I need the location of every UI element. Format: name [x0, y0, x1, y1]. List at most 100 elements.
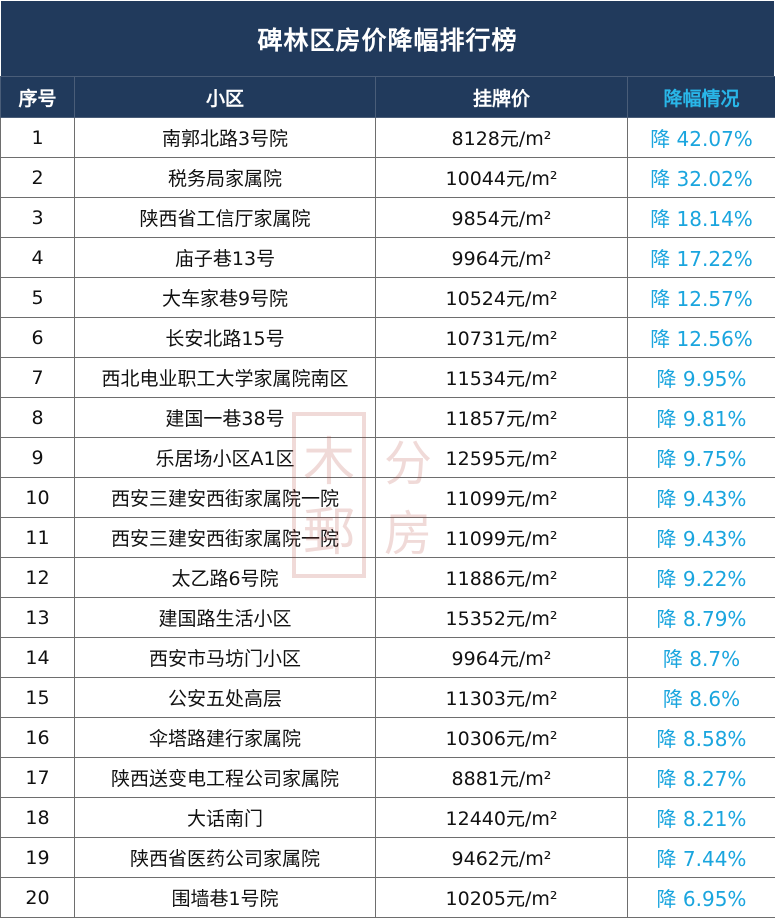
drop-cell: 降 8.6%	[628, 678, 775, 718]
price-cell: 12595元/m²	[376, 438, 628, 478]
drop-cell: 降 9.43%	[628, 478, 775, 518]
column-header-price: 挂牌价	[376, 77, 628, 118]
community-cell: 建国路生活小区	[75, 598, 376, 638]
drop-cell: 降 9.43%	[628, 518, 775, 558]
rank-cell: 18	[1, 798, 75, 838]
community-cell: 西安三建安西街家属院一院	[75, 518, 376, 558]
drop-cell: 降 42.07%	[628, 118, 775, 158]
community-cell: 围墙巷1号院	[75, 878, 376, 918]
community-cell: 大话南门	[75, 798, 376, 838]
price-cell: 9854元/m²	[376, 198, 628, 238]
community-cell: 南郭北路3号院	[75, 118, 376, 158]
price-cell: 10306元/m²	[376, 718, 628, 758]
price-cell: 9964元/m²	[376, 238, 628, 278]
drop-cell: 降 32.02%	[628, 158, 775, 198]
rank-cell: 17	[1, 758, 75, 798]
price-cell: 10205元/m²	[376, 878, 628, 918]
drop-cell: 降 18.14%	[628, 198, 775, 238]
community-cell: 建国一巷38号	[75, 398, 376, 438]
rank-cell: 4	[1, 238, 75, 278]
price-cell: 9462元/m²	[376, 838, 628, 878]
rank-cell: 1	[1, 118, 75, 158]
rank-cell: 10	[1, 478, 75, 518]
page-title: 碑林区房价降幅排行榜	[1, 1, 774, 76]
rank-cell: 7	[1, 358, 75, 398]
drop-cell: 降 6.95%	[628, 878, 775, 918]
community-cell: 西北电业职工大学家属院南区	[75, 358, 376, 398]
drop-cell: 降 12.57%	[628, 278, 775, 318]
price-cell: 10524元/m²	[376, 278, 628, 318]
community-cell: 西安市马坊门小区	[75, 638, 376, 678]
table-header-row: 序号 小区 挂牌价 降幅情况	[1, 77, 775, 118]
community-cell: 庙子巷13号	[75, 238, 376, 278]
drop-cell: 降 9.22%	[628, 558, 775, 598]
rank-cell: 6	[1, 318, 75, 358]
price-cell: 8881元/m²	[376, 758, 628, 798]
price-cell: 11099元/m²	[376, 478, 628, 518]
rank-cell: 2	[1, 158, 75, 198]
rank-cell: 20	[1, 878, 75, 918]
rank-cell: 16	[1, 718, 75, 758]
price-cell: 9964元/m²	[376, 638, 628, 678]
column-header-drop: 降幅情况	[628, 77, 775, 118]
community-cell: 陕西送变电工程公司家属院	[75, 758, 376, 798]
drop-cell: 降 7.44%	[628, 838, 775, 878]
price-cell: 11099元/m²	[376, 518, 628, 558]
community-cell: 太乙路6号院	[75, 558, 376, 598]
price-cell: 8128元/m²	[376, 118, 628, 158]
price-cell: 10044元/m²	[376, 158, 628, 198]
community-cell: 乐居场小区A1区	[75, 438, 376, 478]
community-cell: 西安三建安西街家属院一院	[75, 478, 376, 518]
price-cell: 11857元/m²	[376, 398, 628, 438]
drop-cell: 降 8.7%	[628, 638, 775, 678]
rank-cell: 15	[1, 678, 75, 718]
rank-cell: 14	[1, 638, 75, 678]
drop-cell: 降 8.79%	[628, 598, 775, 638]
drop-cell: 降 9.95%	[628, 358, 775, 398]
community-cell: 陕西省工信厅家属院	[75, 198, 376, 238]
community-cell: 公安五处高层	[75, 678, 376, 718]
price-cell: 12440元/m²	[376, 798, 628, 838]
rank-cell: 12	[1, 558, 75, 598]
price-cell: 10731元/m²	[376, 318, 628, 358]
rank-cell: 5	[1, 278, 75, 318]
column-header-community: 小区	[75, 77, 376, 118]
community-cell: 大车家巷9号院	[75, 278, 376, 318]
rank-cell: 13	[1, 598, 75, 638]
drop-cell: 降 8.58%	[628, 718, 775, 758]
rank-cell: 11	[1, 518, 75, 558]
price-cell: 11886元/m²	[376, 558, 628, 598]
column-header-rank: 序号	[1, 77, 75, 118]
community-cell: 陕西省医药公司家属院	[75, 838, 376, 878]
drop-cell: 降 9.75%	[628, 438, 775, 478]
community-cell: 伞塔路建行家属院	[75, 718, 376, 758]
rank-cell: 19	[1, 838, 75, 878]
price-cell: 11303元/m²	[376, 678, 628, 718]
rank-cell: 8	[1, 398, 75, 438]
price-cell: 11534元/m²	[376, 358, 628, 398]
rank-cell: 3	[1, 198, 75, 238]
drop-cell: 降 8.27%	[628, 758, 775, 798]
drop-cell: 降 8.21%	[628, 798, 775, 838]
community-cell: 长安北路15号	[75, 318, 376, 358]
